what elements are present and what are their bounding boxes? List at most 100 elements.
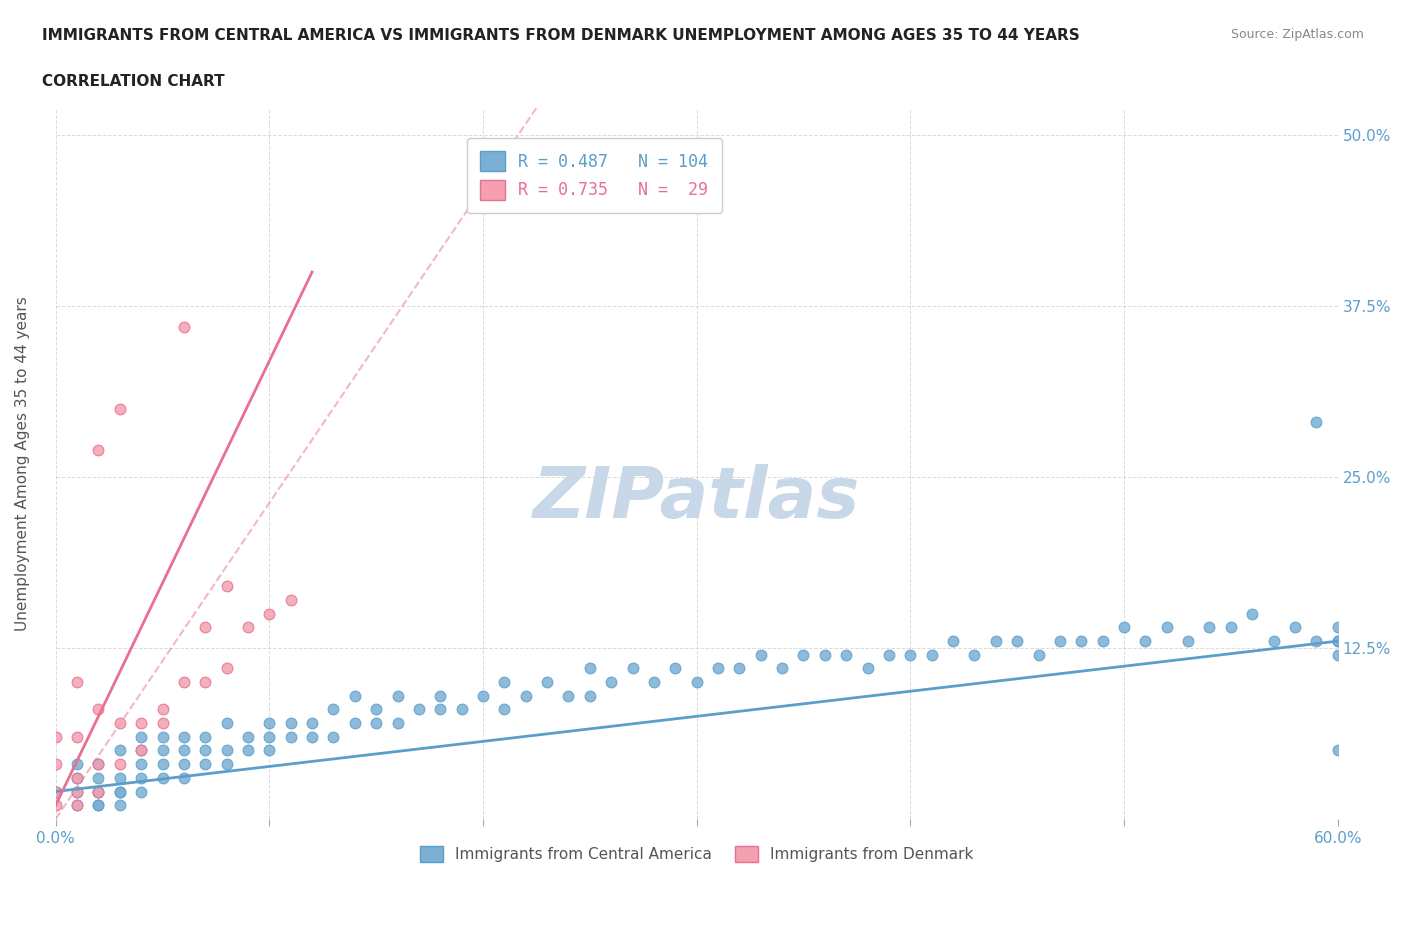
- Point: [129, 743, 152, 758]
- Point: [66, 784, 89, 799]
- Point: [621, 661, 644, 676]
- Point: [87, 443, 110, 458]
- Point: [259, 716, 281, 731]
- Point: [280, 592, 302, 607]
- Point: [129, 757, 152, 772]
- Point: [898, 647, 921, 662]
- Point: [215, 661, 238, 676]
- Point: [1284, 620, 1306, 635]
- Point: [45, 757, 67, 772]
- Point: [1135, 633, 1157, 648]
- Point: [45, 784, 67, 799]
- Legend: Immigrants from Central America, Immigrants from Denmark: Immigrants from Central America, Immigra…: [413, 840, 980, 868]
- Point: [387, 688, 409, 703]
- Point: [194, 620, 217, 635]
- Point: [129, 716, 152, 731]
- Point: [1049, 633, 1071, 648]
- Point: [984, 633, 1007, 648]
- Y-axis label: Unemployment Among Ages 35 to 44 years: Unemployment Among Ages 35 to 44 years: [15, 296, 30, 631]
- Point: [129, 743, 152, 758]
- Point: [770, 661, 793, 676]
- Point: [322, 702, 344, 717]
- Point: [87, 784, 110, 799]
- Point: [173, 674, 195, 689]
- Point: [1326, 743, 1348, 758]
- Point: [387, 716, 409, 731]
- Point: [536, 674, 558, 689]
- Point: [87, 757, 110, 772]
- Point: [1070, 633, 1092, 648]
- Point: [45, 798, 67, 813]
- Point: [108, 770, 131, 785]
- Point: [108, 798, 131, 813]
- Point: [579, 661, 602, 676]
- Point: [408, 702, 430, 717]
- Point: [87, 770, 110, 785]
- Point: [45, 729, 67, 744]
- Point: [259, 729, 281, 744]
- Point: [515, 688, 537, 703]
- Point: [494, 674, 516, 689]
- Point: [749, 647, 772, 662]
- Point: [152, 743, 174, 758]
- Point: [259, 606, 281, 621]
- Point: [215, 716, 238, 731]
- Point: [108, 743, 131, 758]
- Point: [1005, 633, 1028, 648]
- Point: [87, 757, 110, 772]
- Point: [579, 688, 602, 703]
- Point: [66, 770, 89, 785]
- Point: [557, 688, 579, 703]
- Point: [1326, 633, 1348, 648]
- Point: [173, 729, 195, 744]
- Point: [366, 702, 388, 717]
- Point: [814, 647, 837, 662]
- Point: [322, 729, 344, 744]
- Point: [1326, 647, 1348, 662]
- Point: [963, 647, 986, 662]
- Point: [87, 784, 110, 799]
- Point: [301, 716, 323, 731]
- Point: [600, 674, 623, 689]
- Point: [343, 716, 366, 731]
- Point: [152, 702, 174, 717]
- Point: [173, 743, 195, 758]
- Point: [66, 729, 89, 744]
- Point: [1219, 620, 1241, 635]
- Point: [194, 674, 217, 689]
- Point: [1305, 633, 1327, 648]
- Point: [87, 798, 110, 813]
- Point: [236, 729, 259, 744]
- Point: [707, 661, 730, 676]
- Point: [1198, 620, 1220, 635]
- Point: [494, 702, 516, 717]
- Point: [66, 798, 89, 813]
- Point: [728, 661, 751, 676]
- Text: CORRELATION CHART: CORRELATION CHART: [42, 74, 225, 89]
- Point: [1177, 633, 1199, 648]
- Point: [215, 757, 238, 772]
- Point: [1326, 620, 1348, 635]
- Point: [429, 688, 451, 703]
- Point: [66, 757, 89, 772]
- Point: [1305, 415, 1327, 430]
- Point: [301, 729, 323, 744]
- Point: [1091, 633, 1114, 648]
- Point: [942, 633, 965, 648]
- Point: [129, 770, 152, 785]
- Point: [152, 757, 174, 772]
- Point: [215, 743, 238, 758]
- Point: [152, 729, 174, 744]
- Point: [45, 784, 67, 799]
- Point: [173, 757, 195, 772]
- Text: Source: ZipAtlas.com: Source: ZipAtlas.com: [1230, 28, 1364, 41]
- Point: [173, 319, 195, 334]
- Point: [664, 661, 686, 676]
- Point: [129, 784, 152, 799]
- Point: [173, 770, 195, 785]
- Point: [792, 647, 814, 662]
- Point: [129, 729, 152, 744]
- Point: [835, 647, 858, 662]
- Point: [280, 729, 302, 744]
- Point: [259, 743, 281, 758]
